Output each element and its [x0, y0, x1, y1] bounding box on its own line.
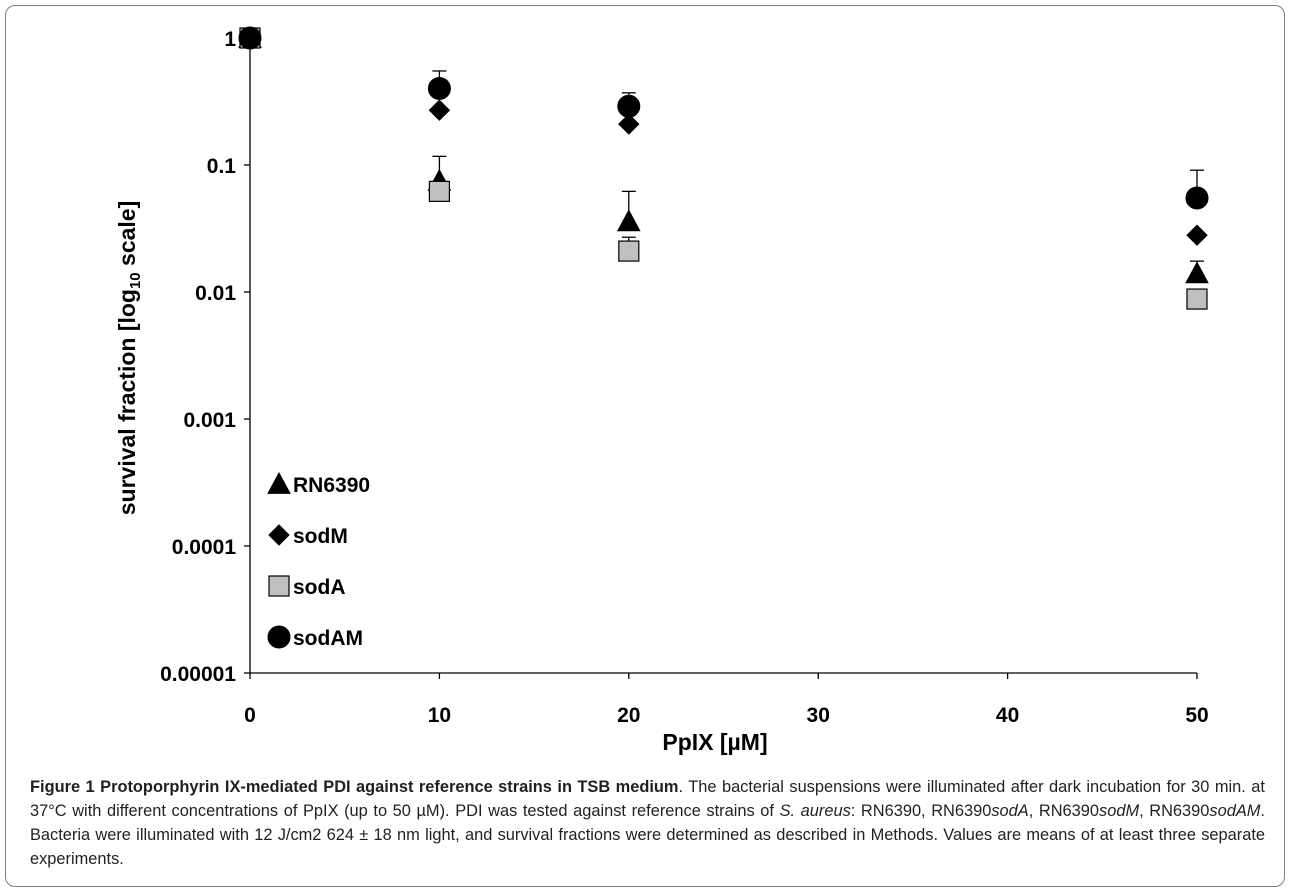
x-tick-label: 0	[244, 704, 256, 727]
y-tick-label: 0.0001	[172, 536, 237, 559]
chart-axes: 1 0.1 0.01 0.001 0.0001 0.00001 0 10 20 30 40 50	[160, 28, 1209, 727]
caption-text-1: . The bacterial suspensions were illumin…	[30, 778, 1265, 820]
point-RN6390	[1185, 261, 1209, 284]
point-sodM	[1186, 224, 1208, 246]
x-tick-label: 50	[1185, 704, 1208, 727]
x-axis-label: PpIX [µM]	[662, 729, 767, 755]
legend-label-sodAM: sodAM	[293, 627, 363, 650]
point-sodAM	[1185, 186, 1209, 210]
x-tick-label: 20	[617, 704, 640, 727]
caption-strain-am: sodAM	[1209, 802, 1261, 820]
y-axis-label-tail: scale]	[114, 201, 140, 273]
y-tick-label: 0.001	[183, 409, 236, 432]
point-sodAM	[617, 94, 641, 118]
point-sodA	[428, 180, 450, 202]
point-sodA	[1186, 288, 1208, 310]
figure-caption: Figure 1 Protoporphyrin IX-mediated PDI …	[30, 775, 1265, 871]
survival-chart: 1 0.1 0.01 0.001 0.0001 0.00001 0 10 20 30 40 50 RN…	[114, 25, 1209, 755]
legend-marker-sodM	[268, 524, 290, 546]
caption-species: S. aureus	[779, 802, 851, 820]
caption-text-2: : RN6390, RN6390	[850, 802, 992, 820]
legend-marker-sodAM	[267, 625, 291, 649]
caption-strain-m: sodM	[1099, 802, 1140, 820]
y-tick-label: 0.00001	[160, 663, 236, 686]
point-sodAM	[238, 26, 262, 50]
chart-legend: RN6390 sodM sodA sodAM	[267, 471, 370, 650]
y-axis-label-main: survival fraction [log	[114, 289, 140, 515]
point-RN6390	[616, 209, 641, 232]
caption-text-5: . Bacteria were illuminated with 12 J/cm…	[30, 802, 1265, 868]
legend-label-RN6390: RN6390	[293, 474, 370, 497]
point-sodM	[618, 113, 640, 135]
point-sodM	[428, 99, 451, 121]
caption-strain-a: sodA	[991, 802, 1029, 820]
y-axis-label-sub: 10	[127, 272, 144, 289]
data-points	[238, 25, 1209, 310]
point-sodAM	[427, 77, 451, 101]
point-sodA	[618, 240, 640, 262]
legend-marker-RN6390	[267, 471, 291, 494]
y-tick-label: 0.01	[195, 282, 236, 305]
x-tick-label: 10	[428, 704, 451, 727]
legend-marker-sodA	[268, 575, 290, 597]
figure-frame	[5, 5, 1285, 887]
caption-text-3: , RN6390	[1028, 802, 1100, 820]
caption-text-4: , RN6390	[1139, 802, 1210, 820]
y-tick-label: 1	[224, 28, 236, 51]
legend-label-sodM: sodM	[293, 525, 348, 548]
caption-label: Figure 1	[30, 778, 95, 796]
legend-label-sodA: sodA	[293, 576, 346, 599]
error-bars	[432, 70, 1204, 300]
x-tick-label: 40	[996, 704, 1019, 727]
y-axis-label: survival fraction [log10 scale]	[114, 201, 144, 516]
caption-title: Protoporphyrin IX-mediated PDI against r…	[100, 778, 679, 796]
x-tick-label: 30	[807, 704, 830, 727]
y-tick-label: 0.1	[207, 155, 237, 178]
